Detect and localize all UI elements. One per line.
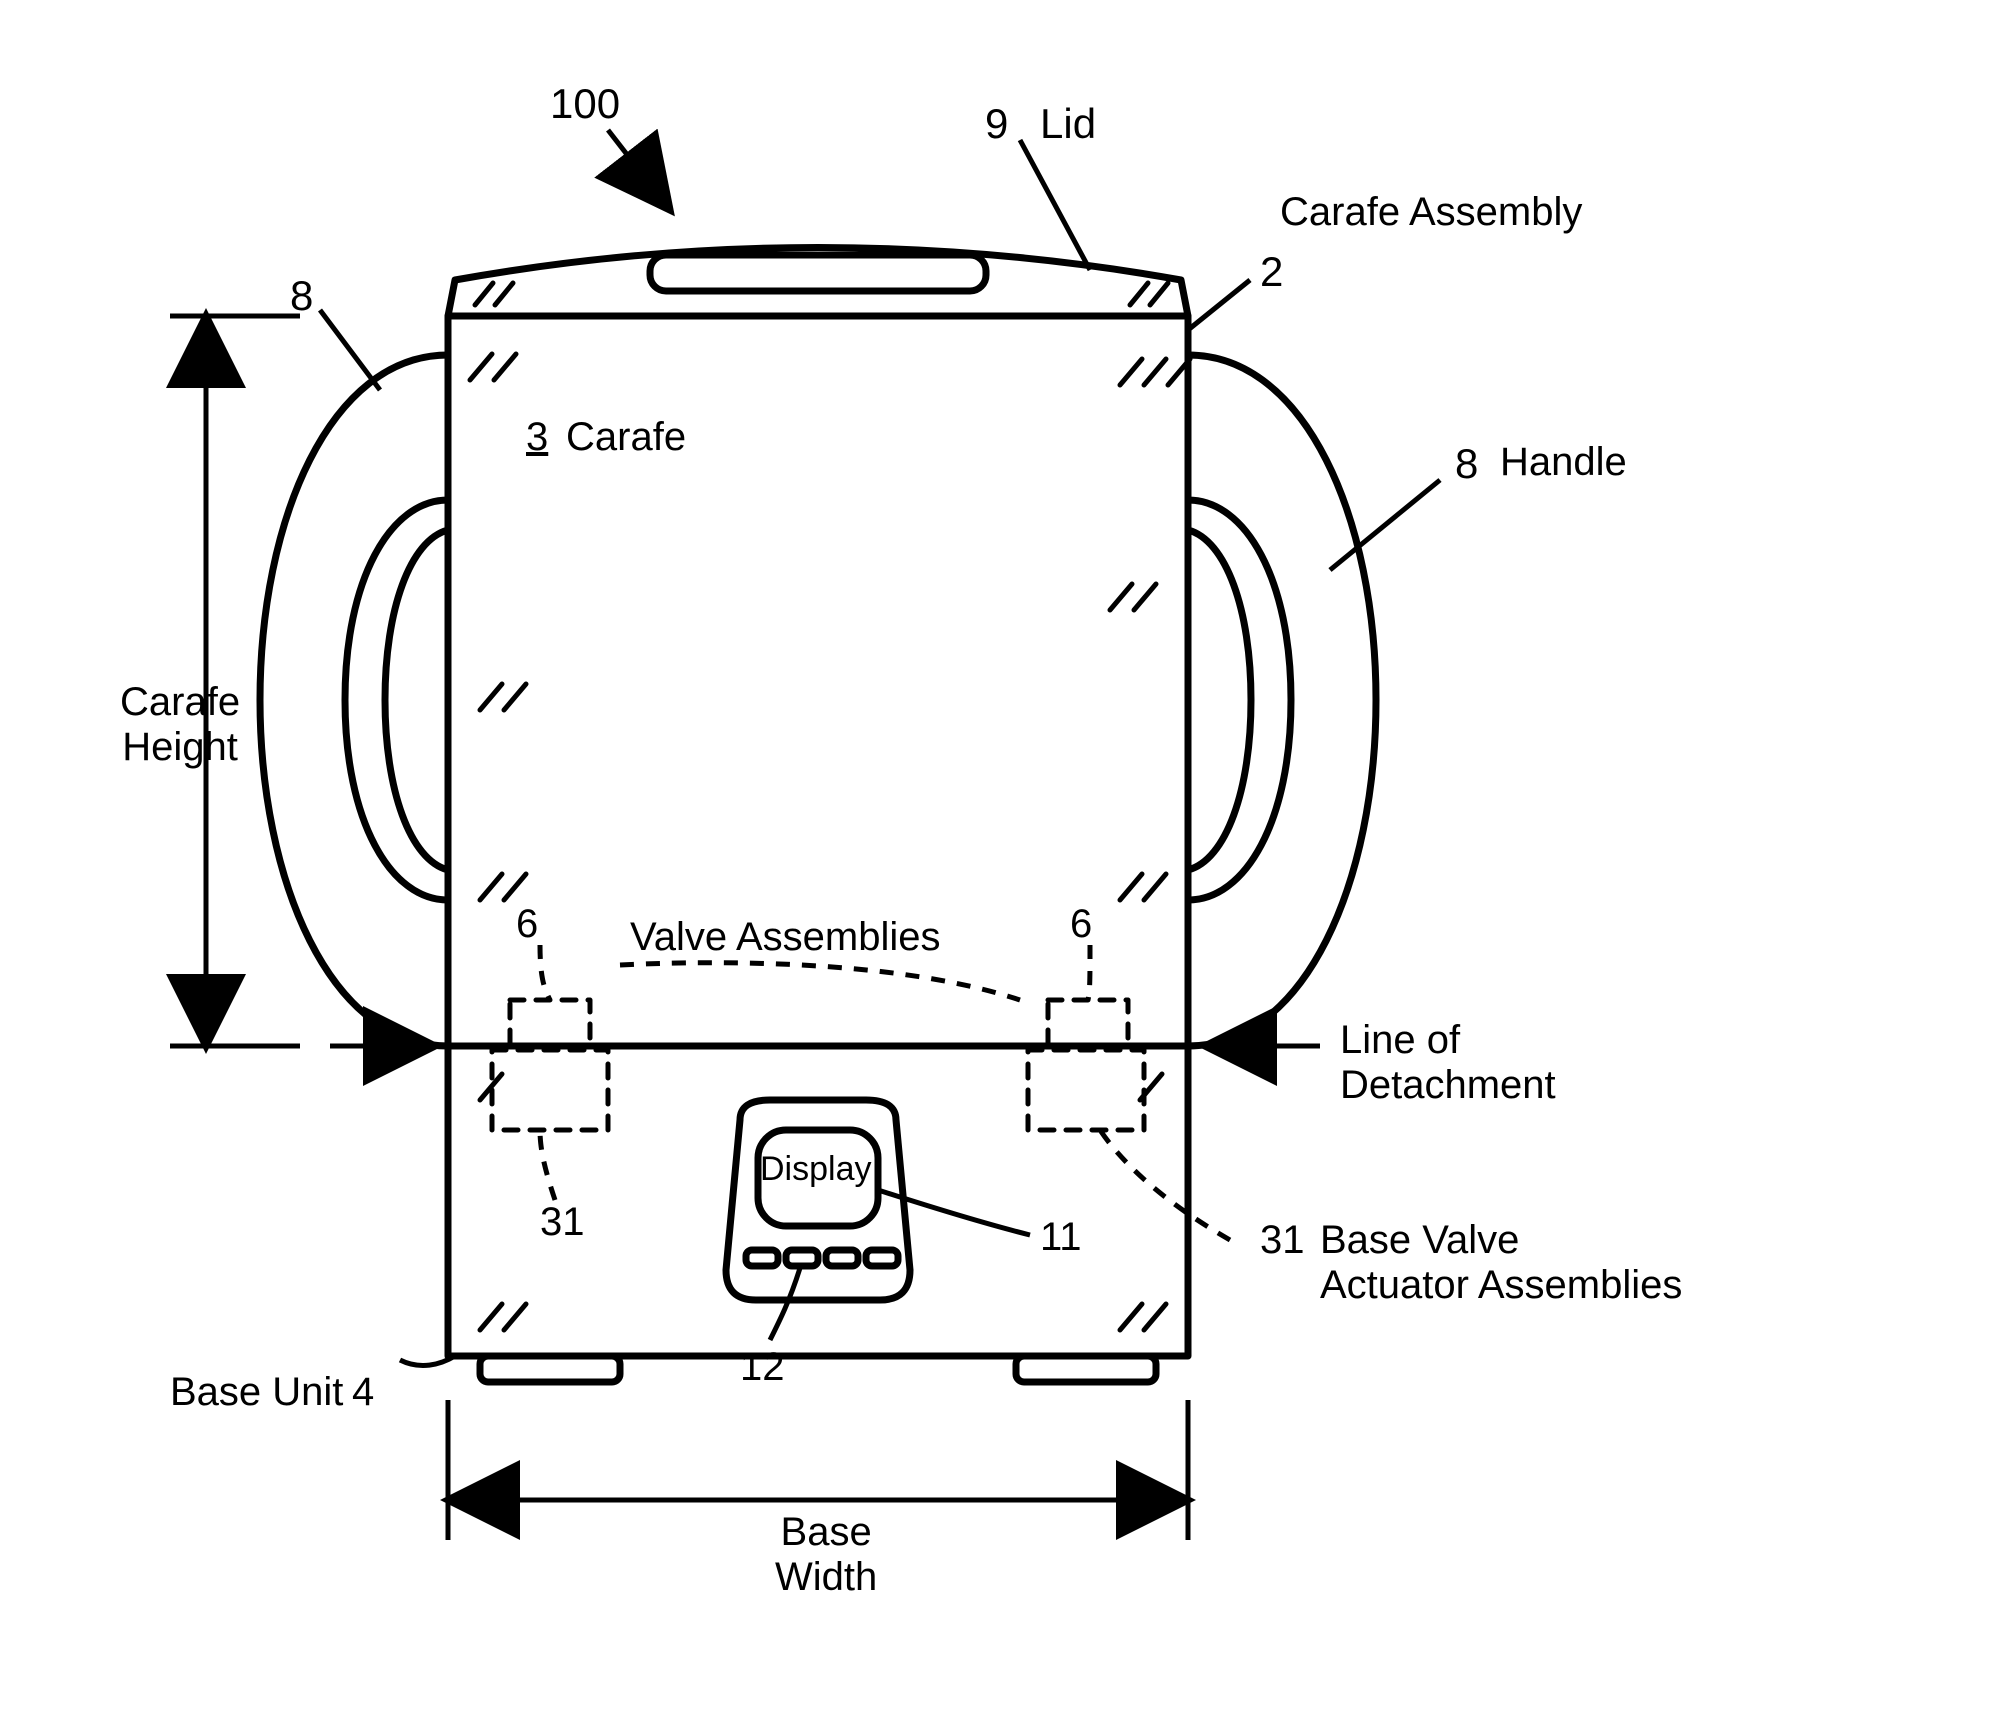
ref-6-right: 6 xyxy=(1070,902,1092,947)
ref-6-left: 6 xyxy=(516,902,538,947)
ref-carafe-assembly-text: Carafe Assembly xyxy=(1280,190,1582,235)
handle-right-shape xyxy=(1188,355,1376,1046)
lid-shape xyxy=(448,248,1188,317)
leader-31-left xyxy=(540,1130,555,1200)
ref-display-text: Display xyxy=(760,1150,871,1189)
leader-6-left xyxy=(540,945,550,1000)
ref-3-num: 3 xyxy=(526,415,548,460)
leader-31-right xyxy=(1100,1130,1230,1240)
ref-base-unit-text: Base Unit xyxy=(170,1370,343,1415)
leader-8-right xyxy=(1330,480,1440,570)
leader-8-left xyxy=(320,310,380,390)
dim-height-label: Carafe Height xyxy=(120,680,240,770)
ref-2-num: 2 xyxy=(1260,248,1283,296)
leader-2 xyxy=(1188,280,1250,330)
ref-8-right-num: 8 xyxy=(1455,440,1478,488)
ref-valve-text: Valve Assemblies xyxy=(630,915,941,960)
leader-valve-text xyxy=(620,963,1020,1000)
ref-100: 100 xyxy=(550,80,620,128)
leader-12 xyxy=(770,1268,800,1340)
ref-31-right-num: 31 xyxy=(1260,1218,1305,1263)
ref-11: 11 xyxy=(1040,1215,1082,1260)
leader-6-right xyxy=(1088,945,1090,1000)
handle-left-shape xyxy=(260,355,448,1046)
ref-8-left: 8 xyxy=(290,272,313,320)
leader-100 xyxy=(608,130,670,210)
leader-9 xyxy=(1020,140,1090,270)
ref-base-unit-num: 4 xyxy=(352,1370,374,1415)
patent-figure xyxy=(0,0,2009,1714)
ref-31-right-text: Base Valve Actuator Assemblies xyxy=(1320,1218,1682,1308)
valve-assemblies-hidden xyxy=(492,1000,1144,1130)
dim-width-label: Base Width xyxy=(775,1510,877,1600)
leader-11 xyxy=(878,1190,1030,1235)
display-panel-shape xyxy=(726,1100,910,1300)
ref-9-text: Lid xyxy=(1040,100,1096,148)
ref-line-detach: Line of Detachment xyxy=(1340,1018,1556,1108)
ref-31-left: 31 xyxy=(540,1200,585,1245)
ref-8-right-text: Handle xyxy=(1500,440,1627,485)
ref-3-text: Carafe xyxy=(566,415,686,460)
ref-12: 12 xyxy=(740,1345,785,1390)
ref-9-num: 9 xyxy=(985,100,1008,148)
